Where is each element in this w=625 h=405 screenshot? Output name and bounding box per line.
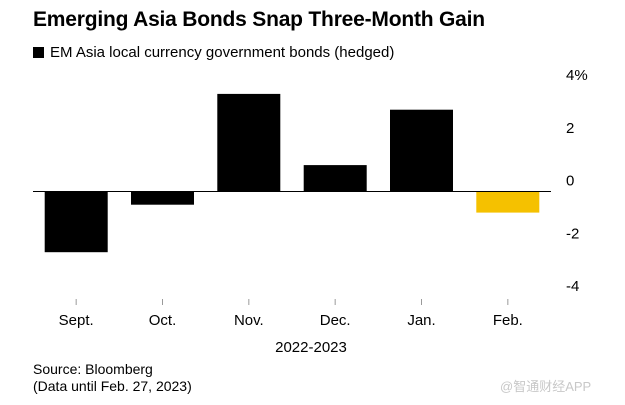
bar-jan	[390, 109, 453, 192]
bar-dec	[303, 165, 367, 192]
legend-swatch	[33, 47, 44, 58]
y-tick-label: 2	[566, 120, 574, 137]
x-tick-label: Dec.	[320, 312, 351, 329]
bar-nov	[217, 93, 281, 192]
bar-oct	[131, 191, 194, 205]
y-tick-label: 4%	[566, 67, 588, 84]
x-tick-label: Feb.	[493, 312, 523, 329]
bar-sept	[44, 191, 108, 253]
y-tick-label: 0	[566, 173, 574, 190]
x-tick-label: Sept.	[59, 312, 94, 329]
source-note: Source: Bloomberg (Data until Feb. 27, 2…	[33, 361, 192, 395]
x-tick-label: Jan.	[407, 312, 435, 329]
y-tick-label: -2	[566, 225, 579, 242]
x-tick-label: Nov.	[234, 312, 264, 329]
bars-layer	[44, 93, 540, 253]
chart-legend: EM Asia local currency government bonds …	[33, 44, 394, 61]
bar-feb	[476, 191, 540, 213]
watermark: @智通财经APP	[500, 379, 592, 394]
data-note-line: (Data until Feb. 27, 2023)	[33, 378, 192, 394]
chart-title: Emerging Asia Bonds Snap Three-Month Gai…	[33, 8, 485, 31]
y-tick-label: -4	[566, 278, 579, 295]
y-tick-labels-layer: 4% 2 0 -2 -4	[566, 67, 588, 295]
x-tick-label: Oct.	[149, 312, 177, 329]
x-ticks-layer: Sept. Oct. Nov. Dec. Jan. Feb.	[59, 299, 523, 329]
x-axis-label: 2022-2023	[275, 339, 347, 356]
legend-label: EM Asia local currency government bonds …	[50, 44, 395, 61]
source-line: Source: Bloomberg	[33, 361, 153, 377]
